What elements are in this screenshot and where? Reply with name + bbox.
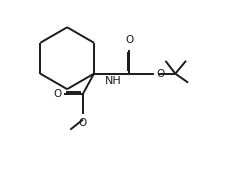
Text: O: O	[79, 118, 87, 128]
Text: O: O	[53, 89, 61, 99]
Text: O: O	[157, 69, 165, 79]
Text: O: O	[125, 35, 134, 45]
Text: NH: NH	[105, 76, 121, 86]
